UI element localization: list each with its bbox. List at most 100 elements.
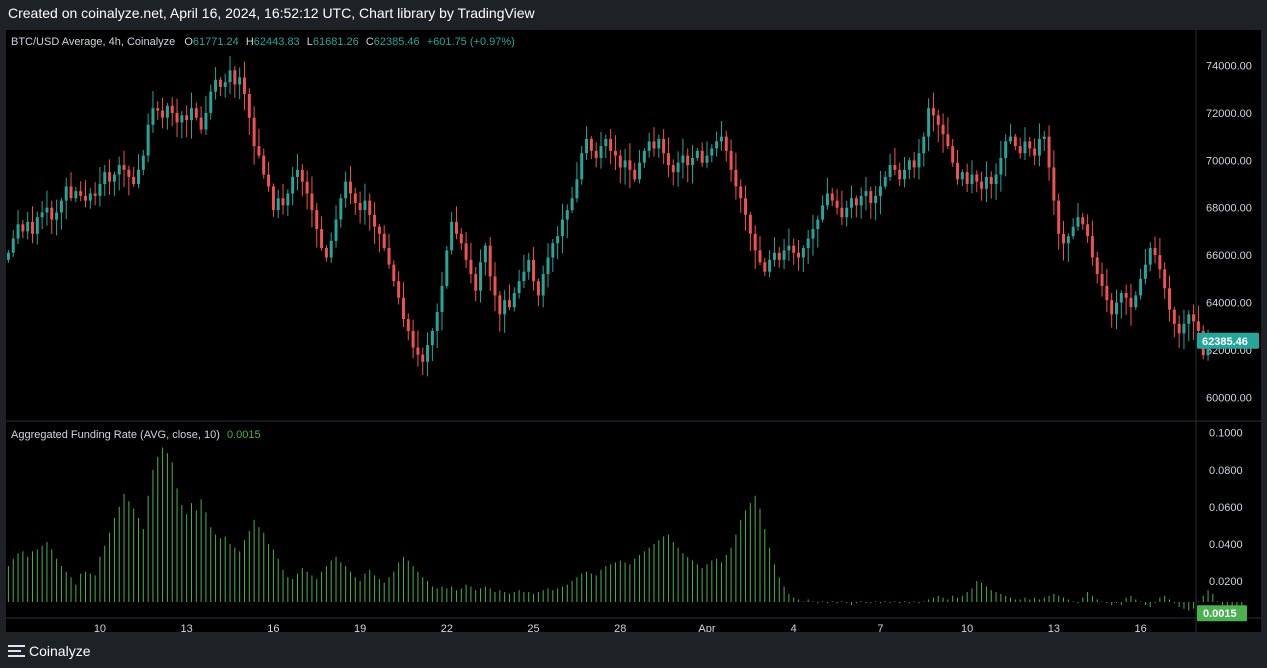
candle-body [835, 200, 839, 208]
candle-body [739, 186, 743, 199]
candle-body [454, 221, 458, 234]
candle-body [715, 141, 719, 149]
candle-body [1095, 257, 1099, 275]
candle-body [320, 229, 324, 249]
candle-body [31, 221, 34, 234]
candle-body [1110, 300, 1114, 315]
price-tick-label: 72000.00 [1206, 108, 1252, 120]
candle-body [999, 157, 1003, 175]
candle-body [585, 139, 589, 154]
candle-body [960, 172, 964, 180]
candle-body [242, 77, 246, 94]
candle-body [970, 174, 974, 185]
candle-body [845, 207, 849, 218]
candle-body [373, 214, 377, 227]
funding-legend: Aggregated Funding Rate (AVG, close, 10)… [11, 429, 261, 441]
candle-body [469, 259, 473, 275]
candle-body [1143, 264, 1147, 279]
candle-body [763, 262, 767, 272]
candle-body [286, 193, 290, 206]
candle-body [821, 205, 825, 220]
close-label: C [365, 36, 374, 48]
candle-body [353, 193, 357, 203]
candle-body [1148, 248, 1152, 265]
candle-body [35, 217, 39, 234]
candle-body [1192, 314, 1196, 322]
candle-body [1018, 146, 1022, 154]
time-tick-label: 19 [354, 623, 366, 632]
candle-body [175, 112, 179, 123]
last-price-label: 62385.46 [1202, 336, 1248, 348]
candle-body [594, 150, 598, 158]
candle-body [305, 181, 309, 194]
candle-body [1052, 167, 1056, 201]
candle-body [503, 300, 507, 315]
candle-body [430, 330, 434, 346]
candle-body [397, 281, 401, 298]
candle-body [474, 274, 478, 291]
chart-area[interactable]: 60000.00 62000.00 64000.00 66000.00 68000.00… [6, 30, 1261, 632]
candle-body [1028, 141, 1032, 149]
candle-body [830, 193, 834, 201]
candle-body [11, 238, 15, 253]
candle-body [281, 198, 285, 206]
high-value: 62443.83 [253, 36, 300, 48]
candle-body [642, 150, 646, 163]
candle-body [151, 108, 155, 125]
time-tick-label: 10 [961, 623, 973, 632]
candle-body [165, 105, 169, 118]
candle-body [252, 117, 256, 147]
candle-body [108, 172, 112, 182]
candle-body [276, 198, 280, 211]
close-value: 62385.46 [373, 36, 420, 48]
candle-body [1115, 302, 1118, 315]
candle-body [662, 139, 666, 154]
candle-body [859, 195, 863, 206]
candle-body [719, 136, 723, 142]
coinalyze-logo[interactable]: Coinalyze [8, 641, 90, 661]
candle-body [1062, 233, 1066, 244]
candle-body [1090, 236, 1094, 258]
price-tick-label: 64000.00 [1206, 298, 1252, 310]
open-label: O [184, 36, 193, 48]
last-funding-label: 0.0015 [1203, 608, 1237, 620]
candle-body [136, 169, 140, 185]
time-tick-label: 4 [791, 623, 797, 632]
candle-body [1177, 323, 1181, 334]
candle-body [132, 176, 136, 185]
candle-body [1182, 323, 1186, 334]
candle-body [1081, 217, 1085, 225]
candle-body [787, 245, 791, 251]
candle-body [1066, 236, 1070, 244]
time-tick-label: 25 [527, 623, 539, 632]
candle-body [64, 186, 68, 201]
candle-body [816, 219, 820, 230]
price-legend-symbol: BTC/USD Average, 4h, Coinalyze [11, 36, 176, 48]
candle-body [339, 198, 343, 220]
candle-body [628, 160, 632, 170]
candle-body [734, 169, 738, 187]
candle-body [45, 207, 49, 213]
candle-body [956, 162, 960, 180]
candle-body [214, 79, 218, 92]
candle-body [850, 198, 854, 208]
chart-canvas[interactable]: 60000.0062000.0064000.0066000.0068000.00… [6, 30, 1261, 632]
candle-body [127, 169, 131, 177]
time-tick-label: 7 [877, 623, 883, 632]
candle-body [705, 155, 709, 163]
candle-body [382, 233, 386, 249]
candle-body [782, 250, 786, 260]
candle-body [984, 176, 988, 189]
candle-body [1124, 293, 1128, 298]
high-label: H [245, 36, 254, 48]
candle-body [546, 257, 550, 275]
candle-body [170, 105, 174, 113]
funding-legend-value: 0.0015 [226, 429, 261, 441]
candle-body [883, 176, 887, 187]
last-funding-marker [1197, 605, 1247, 622]
candle-body [1076, 217, 1080, 227]
funding-tick-label: 0.0400 [1209, 539, 1243, 551]
candle-body [729, 150, 733, 170]
time-tick-label: 13 [1048, 623, 1060, 632]
candle-body [869, 191, 873, 203]
